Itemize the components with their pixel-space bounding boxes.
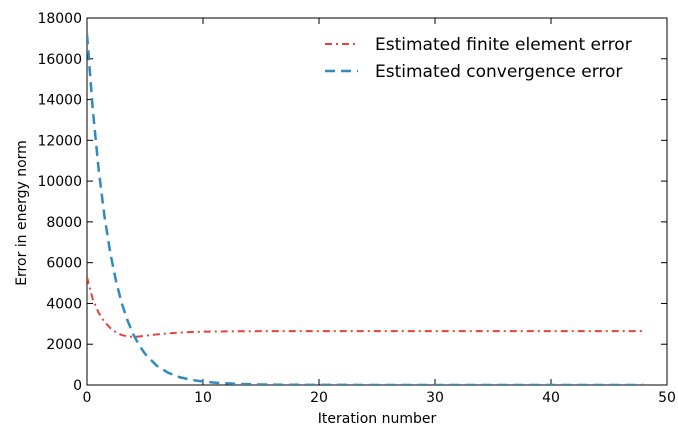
y-tick-label: 6000 — [46, 256, 82, 272]
x-tick-label: 30 — [426, 390, 444, 406]
y-tick-label: 18000 — [37, 11, 82, 27]
y-tick-label: 14000 — [37, 93, 82, 109]
x-axis: 0 10 20 30 40 50 — [83, 18, 676, 406]
legend-label-1: Estimated finite element error — [375, 35, 632, 55]
y-tick-label: 12000 — [37, 133, 82, 149]
y-axis-label: Error in energy norm — [14, 140, 30, 286]
x-axis-label: Iteration number — [318, 411, 437, 425]
series-line-1 — [87, 276, 644, 338]
y-axis: 0 2000 4000 6000 8000 10000 12000 14000 16000 180… — [37, 11, 667, 394]
y-tick-label: 16000 — [37, 52, 82, 68]
x-tick-label: 40 — [542, 390, 560, 406]
series-layer — [87, 34, 644, 385]
y-tick-label: 8000 — [46, 215, 82, 231]
y-tick-label: 2000 — [46, 337, 82, 353]
y-tick-label: 10000 — [37, 174, 82, 190]
y-tick-label: 0 — [73, 378, 82, 394]
legend-label-2: Estimated convergence error — [375, 62, 622, 82]
x-tick-label: 0 — [83, 390, 92, 406]
y-tick-label: 4000 — [46, 296, 82, 312]
x-tick-label: 20 — [310, 390, 328, 406]
legend: Estimated finite element error Estimated … — [325, 35, 632, 82]
x-tick-label: 50 — [658, 390, 676, 406]
x-tick-label: 10 — [194, 390, 212, 406]
